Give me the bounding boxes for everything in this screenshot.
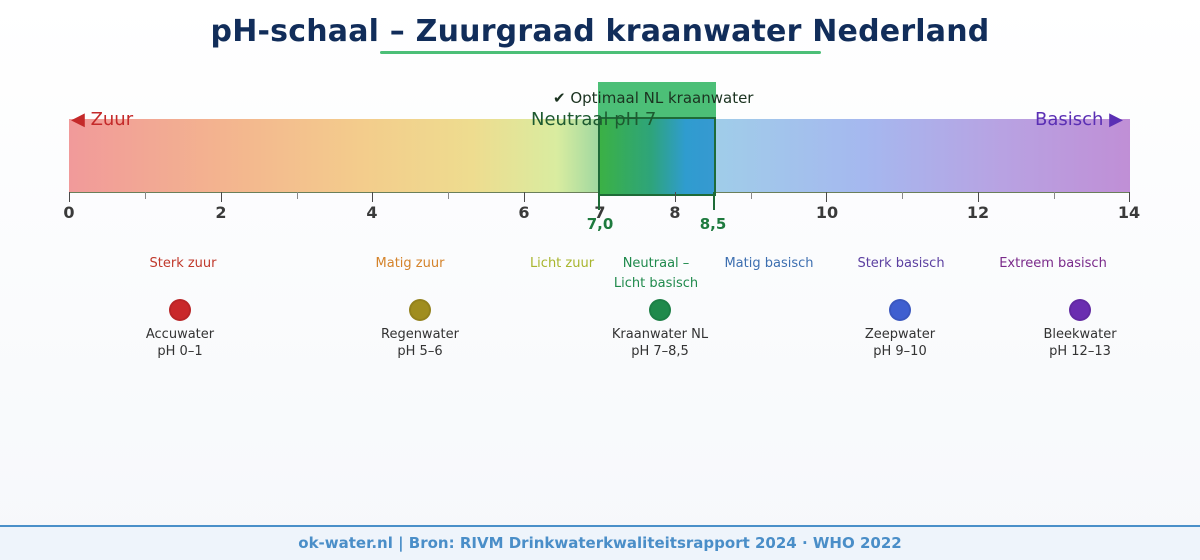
tick-label: 7: [594, 203, 606, 222]
tick-label: 0: [63, 203, 75, 222]
example-name: Regenwater: [381, 327, 459, 342]
tick-9: [751, 192, 752, 199]
tick-13: [1054, 192, 1055, 199]
footer-divider: [0, 525, 1200, 527]
tick-label: 6: [518, 203, 530, 222]
tick-3: [297, 192, 298, 199]
page-title: pH-schaal – Zuurgraad kraanwater Nederla…: [210, 14, 990, 49]
optimal-label: ✔ Optimaal NL kraanwater: [553, 89, 754, 107]
example-regenwater: Regenwater pH 5–6: [340, 299, 500, 360]
tick-2: [221, 192, 222, 202]
optimal-min-marker: [598, 192, 600, 210]
neutral-label: Neutraal pH 7: [531, 109, 657, 130]
example-range: pH 5–6: [397, 344, 443, 359]
tick-1: [145, 192, 146, 199]
title-underline: [380, 51, 821, 54]
example-name: Bleekwater: [1043, 327, 1117, 342]
optimal-max-label: 8,5: [699, 215, 727, 233]
example-accuwater: Accuwater pH 0–1: [100, 299, 260, 360]
example-range: pH 9–10: [873, 344, 927, 359]
optimal-max-marker: [713, 192, 715, 210]
example-zeepwater: Zeepwater pH 9–10: [820, 299, 980, 360]
optimal-band: [598, 82, 716, 119]
tick-label: 12: [966, 203, 990, 222]
example-name: Kraanwater NL: [611, 327, 709, 342]
tick-label: 8: [669, 203, 681, 222]
tick-label: 4: [366, 203, 378, 222]
base-end-label: Basisch ▶: [1035, 109, 1124, 130]
tick-4: [372, 192, 373, 202]
acid-end-label: ◀ Zuur: [71, 109, 134, 130]
example-dot: [409, 299, 431, 321]
optimal-min-label: 7,0: [586, 215, 614, 233]
example-bleekwater: Bleekwater pH 12–13: [1000, 299, 1160, 360]
tick-label: 14: [1117, 203, 1141, 222]
zone-label-matig-zuur: Matig zuur: [375, 256, 445, 271]
tick-8: [675, 192, 676, 202]
example-range: pH 7–8,5: [631, 344, 689, 359]
zone-label-sterk-basisch: Sterk basisch: [857, 256, 945, 271]
footer-source: ok-water.nl | Bron: RIVM Drinkwaterkwali…: [0, 527, 1200, 560]
zone-label-neutraal: Neutraal – Licht basisch: [613, 256, 699, 291]
zone-label-licht-zuur: Licht zuur: [529, 256, 595, 271]
tick-label: 10: [815, 203, 839, 222]
zone-label-matig-basisch: Matig basisch: [724, 256, 814, 271]
tick-10: [826, 192, 827, 202]
tick-6: [524, 192, 525, 202]
example-name: Accuwater: [145, 327, 215, 342]
example-dot: [889, 299, 911, 321]
example-dot: [649, 299, 671, 321]
example-dot: [1069, 299, 1091, 321]
example-dot: [169, 299, 191, 321]
optimal-range-highlight: [598, 117, 716, 196]
example-range: pH 12–13: [1049, 344, 1111, 359]
zone-label-extreem-basisch: Extreem basisch: [999, 256, 1107, 271]
tick-label: 2: [215, 203, 227, 222]
tick-12: [978, 192, 979, 202]
zone-label-sterk-zuur: Sterk zuur: [149, 256, 217, 271]
example-kraanwater: Kraanwater NL pH 7–8,5: [580, 299, 740, 360]
tick-0: [69, 192, 70, 202]
tick-5: [448, 192, 449, 199]
tick-14: [1129, 192, 1130, 202]
tick-11: [902, 192, 903, 199]
example-range: pH 0–1: [157, 344, 203, 359]
example-name: Zeepwater: [864, 327, 936, 342]
